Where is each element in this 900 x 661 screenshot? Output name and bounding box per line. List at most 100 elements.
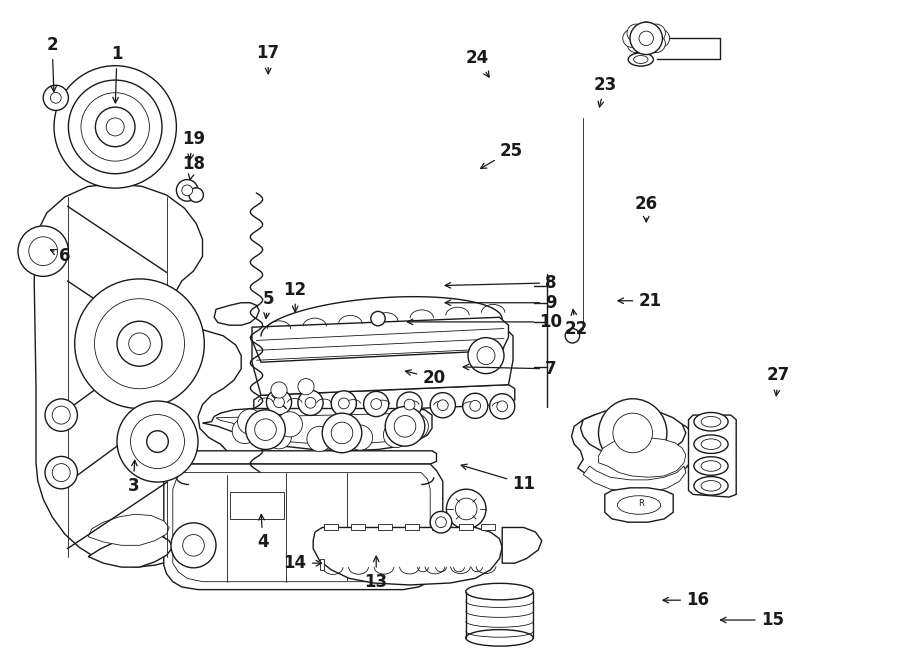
Circle shape: [95, 107, 135, 147]
Circle shape: [497, 401, 508, 412]
Circle shape: [637, 22, 655, 40]
Circle shape: [52, 406, 70, 424]
Circle shape: [52, 463, 70, 482]
Polygon shape: [252, 325, 513, 395]
Circle shape: [266, 389, 292, 415]
Circle shape: [477, 346, 495, 365]
Text: 6: 6: [50, 247, 70, 266]
Circle shape: [147, 431, 168, 452]
Circle shape: [189, 188, 203, 202]
Text: 4: 4: [257, 514, 268, 551]
Polygon shape: [214, 303, 259, 325]
Circle shape: [45, 399, 77, 432]
Circle shape: [383, 422, 409, 447]
Circle shape: [106, 118, 124, 136]
Bar: [378, 524, 392, 530]
Polygon shape: [580, 408, 686, 455]
Text: 1: 1: [112, 45, 122, 103]
Circle shape: [117, 401, 198, 482]
Circle shape: [565, 329, 580, 343]
Circle shape: [637, 37, 655, 55]
Circle shape: [437, 400, 448, 410]
Text: 25: 25: [481, 141, 523, 169]
Ellipse shape: [694, 412, 728, 431]
Bar: [481, 524, 495, 530]
Circle shape: [81, 93, 149, 161]
Text: 18: 18: [182, 155, 205, 180]
Ellipse shape: [701, 461, 721, 471]
Circle shape: [468, 338, 504, 373]
Bar: [405, 524, 419, 530]
Circle shape: [94, 299, 184, 389]
Circle shape: [347, 425, 373, 450]
Polygon shape: [169, 451, 436, 464]
Polygon shape: [688, 415, 736, 497]
Bar: [324, 524, 338, 530]
Circle shape: [18, 226, 68, 276]
Circle shape: [627, 24, 645, 42]
Circle shape: [470, 401, 481, 411]
Circle shape: [45, 456, 77, 489]
Circle shape: [274, 397, 284, 408]
Circle shape: [430, 393, 455, 418]
Polygon shape: [598, 438, 686, 477]
Polygon shape: [252, 317, 508, 362]
Polygon shape: [572, 411, 698, 484]
Circle shape: [630, 22, 662, 55]
Circle shape: [305, 397, 316, 408]
Bar: [320, 559, 324, 570]
Text: 14: 14: [284, 554, 321, 572]
Polygon shape: [202, 408, 432, 451]
Circle shape: [338, 398, 349, 408]
Polygon shape: [88, 514, 169, 545]
Text: 12: 12: [284, 280, 307, 312]
Circle shape: [385, 407, 425, 446]
Circle shape: [331, 391, 356, 416]
Text: 19: 19: [182, 130, 205, 160]
Polygon shape: [173, 473, 430, 582]
Circle shape: [117, 321, 162, 366]
Text: 16: 16: [663, 591, 709, 609]
Text: 17: 17: [256, 44, 280, 74]
Circle shape: [183, 535, 204, 556]
Circle shape: [68, 80, 162, 174]
Circle shape: [598, 399, 667, 467]
Circle shape: [298, 390, 323, 415]
Text: 23: 23: [593, 75, 616, 107]
Text: 9: 9: [446, 293, 556, 312]
Polygon shape: [164, 464, 443, 590]
Circle shape: [430, 512, 452, 533]
Text: 15: 15: [721, 611, 784, 629]
Text: 5: 5: [263, 290, 274, 319]
Text: 3: 3: [128, 460, 139, 495]
Circle shape: [129, 333, 150, 354]
Circle shape: [463, 393, 488, 418]
Circle shape: [652, 29, 670, 48]
Bar: [432, 524, 446, 530]
Text: 10: 10: [408, 313, 562, 331]
Circle shape: [266, 424, 292, 449]
Circle shape: [490, 394, 515, 419]
Text: 26: 26: [634, 194, 658, 222]
Ellipse shape: [628, 53, 653, 66]
Circle shape: [75, 279, 204, 408]
Polygon shape: [216, 413, 423, 444]
Text: R: R: [638, 499, 644, 508]
Ellipse shape: [694, 435, 728, 453]
Circle shape: [29, 237, 58, 266]
Text: 24: 24: [465, 49, 489, 77]
Circle shape: [613, 413, 652, 453]
Text: 8: 8: [446, 274, 556, 292]
Polygon shape: [502, 527, 542, 563]
Circle shape: [371, 311, 385, 326]
Polygon shape: [313, 527, 502, 585]
Circle shape: [50, 93, 61, 103]
Ellipse shape: [694, 457, 728, 475]
Circle shape: [246, 410, 285, 449]
Circle shape: [277, 412, 302, 437]
Bar: [230, 492, 284, 519]
Circle shape: [403, 414, 428, 439]
Circle shape: [322, 413, 362, 453]
Circle shape: [255, 419, 276, 440]
Text: 21: 21: [618, 292, 662, 310]
